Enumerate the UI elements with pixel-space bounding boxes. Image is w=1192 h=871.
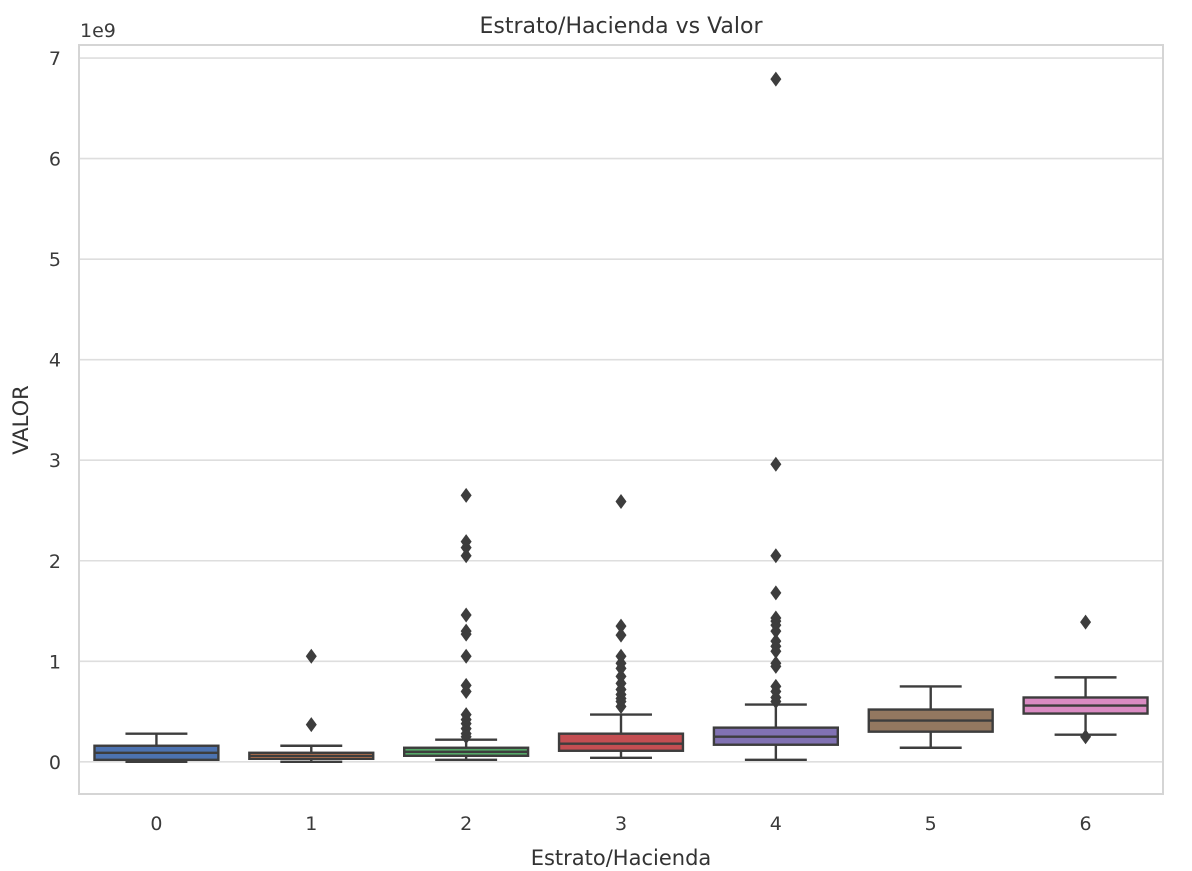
outlier-2-14 <box>460 534 472 550</box>
chart-title: Estrato/Hacienda vs Valor <box>479 14 763 39</box>
x-tick-label-0: 0 <box>150 813 162 835</box>
x-tick-label-4: 4 <box>770 813 782 835</box>
x-tick-label-2: 2 <box>460 813 472 835</box>
x-tick-label-3: 3 <box>615 813 627 835</box>
box-group-3 <box>557 493 685 760</box>
y-tick-label-1: 1 <box>49 651 61 673</box>
boxes-layer <box>93 71 1149 764</box>
outlier-4-16 <box>770 71 782 87</box>
plot-frame <box>78 44 1164 795</box>
outlier-2-11 <box>460 607 472 623</box>
outlier-3-12 <box>615 493 627 509</box>
outlier-2-5 <box>460 707 472 723</box>
outlier-4-8 <box>770 633 782 649</box>
x-tick-label-6: 6 <box>1080 813 1092 835</box>
box-3 <box>557 732 685 752</box>
x-tick-label-5: 5 <box>925 813 937 835</box>
x-axis-label: Estrato/Hacienda <box>531 846 712 870</box>
outlier-1-1 <box>305 648 317 664</box>
outlier-4-13 <box>770 585 782 601</box>
y-tick-label-6: 6 <box>49 149 61 171</box>
outlier-3-9 <box>615 648 627 664</box>
y-tick-label-4: 4 <box>49 350 61 372</box>
outlier-4-3 <box>770 678 782 694</box>
outlier-3-11 <box>615 618 627 634</box>
outlier-6-0 <box>1080 729 1092 745</box>
outlier-3-10 <box>615 627 627 643</box>
y-axis-label: VALOR <box>9 385 33 454</box>
outlier-2-10 <box>460 623 472 639</box>
box-group-5 <box>867 685 994 749</box>
y-tick-label-3: 3 <box>49 450 61 472</box>
outlier-2-15 <box>460 487 472 503</box>
outlier-2-8 <box>460 648 472 664</box>
x-tick-label-1: 1 <box>305 813 317 835</box>
outlier-4-14 <box>770 548 782 564</box>
outlier-1-0 <box>305 717 317 733</box>
box-group-2 <box>403 487 530 762</box>
y-tick-label-2: 2 <box>49 551 61 573</box>
box-group-6 <box>1022 614 1149 745</box>
box-group-4 <box>712 71 840 762</box>
outlier-6-1 <box>1080 614 1092 630</box>
outlier-2-12 <box>460 548 472 564</box>
outlier-4-15 <box>770 456 782 472</box>
outlier-4-12 <box>770 610 782 626</box>
x-axis-ticks: 0 1 2 3 4 5 6 <box>150 813 1091 835</box>
outlier-3-6 <box>615 668 627 684</box>
y-tick-label-7: 7 <box>49 48 61 70</box>
box-group-1 <box>248 648 375 764</box>
box-group-0 <box>93 732 220 764</box>
y-tick-label-5: 5 <box>49 249 61 271</box>
outlier-2-7 <box>460 677 472 693</box>
y-tick-label-0: 0 <box>49 752 61 774</box>
y-axis-ticks: 0 1 2 3 4 5 6 7 <box>49 48 61 774</box>
y-offset-label: 1e9 <box>80 20 116 42</box>
outlier-4-5 <box>770 655 782 671</box>
